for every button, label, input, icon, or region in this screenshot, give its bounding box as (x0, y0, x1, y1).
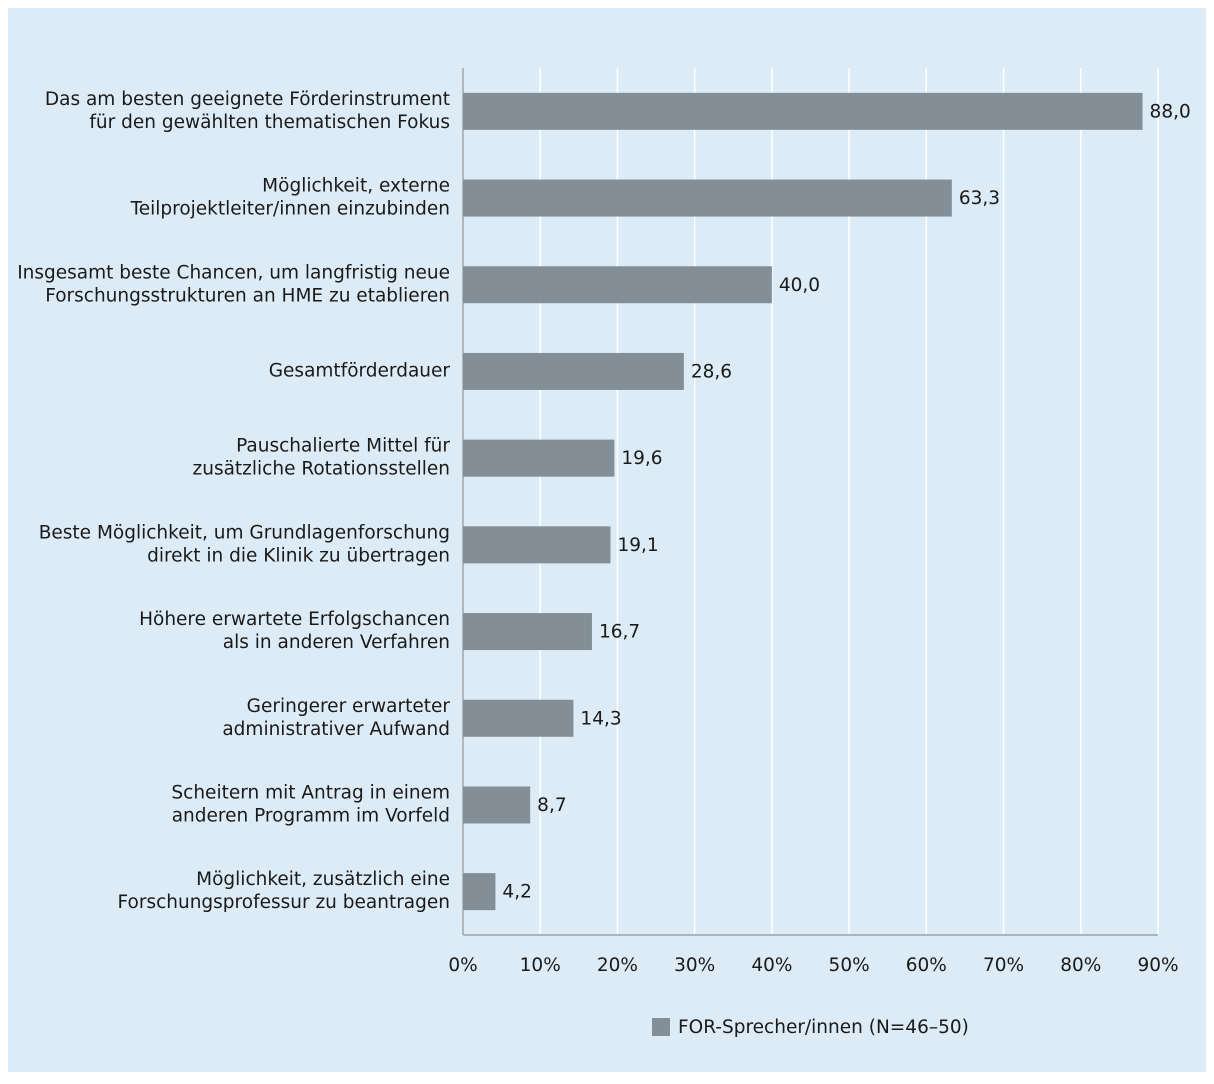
value-label: 19,6 (621, 448, 662, 469)
label-line: Möglichkeit, externe (262, 176, 450, 197)
y-tick-label: Gesamtförderdauer (269, 360, 451, 381)
bar (463, 786, 531, 824)
label-line: Scheitern mit Antrag in einem (171, 782, 450, 803)
y-tick-label: Möglichkeit, zusätzlich eine Forschungspr… (118, 869, 450, 913)
x-tick-label: 0% (448, 955, 477, 976)
x-tick-label: 30% (674, 955, 715, 976)
label-line: zusätzliche Rotationsstellen (193, 459, 450, 480)
value-label: 19,1 (617, 535, 658, 556)
label-line: administrativer Aufwand (222, 719, 450, 740)
label-line: Möglichkeit, zusätzlich eine (196, 869, 450, 890)
x-tick-label: 70% (983, 955, 1024, 976)
x-tick-label: 50% (829, 955, 870, 976)
bar (463, 613, 592, 651)
y-tick-label: Geringerer erwarteter administrativer Auf… (222, 696, 450, 740)
value-label: 28,6 (691, 361, 732, 382)
bar (463, 526, 611, 564)
label-line: anderen Programm im Vorfeld (172, 805, 450, 826)
label-line: direkt in die Klinik zu übertragen (147, 545, 450, 566)
y-tick-label: Insgesamt beste Chancen, um langfristig … (17, 262, 450, 306)
label-line: Insgesamt beste Chancen, um langfristig … (17, 262, 450, 283)
label-line: Teilprojektleiter/innen einzubinden (130, 199, 450, 220)
label-line: Höhere erwartete Erfolgschancen (139, 609, 450, 630)
value-label: 4,2 (502, 882, 531, 903)
bar (463, 352, 684, 390)
y-tick-label: Beste Möglichkeit, um Grundlagenforschun… (39, 522, 450, 566)
value-label: 14,3 (580, 708, 621, 729)
label-line: Forschungsstrukturen an HME zu etabliere… (45, 285, 450, 306)
bar (463, 873, 496, 911)
legend-label: FOR-Sprecher/innen (N=46–50) (678, 1017, 969, 1038)
label-line: als in anderen Verfahren (223, 632, 450, 653)
value-label: 40,0 (779, 275, 820, 296)
label-line: Gesamtförderdauer (269, 360, 451, 381)
bar (463, 179, 952, 217)
value-label: 63,3 (959, 188, 1000, 209)
value-label: 88,0 (1150, 101, 1191, 122)
x-tick-label: 10% (520, 955, 561, 976)
label-line: Das am besten geeignete Förderinstrument (45, 89, 450, 110)
y-tick-label: Das am besten geeignete Förderinstrument… (45, 89, 450, 133)
label-line: Pauschalierte Mittel für (236, 436, 450, 457)
bar (463, 266, 772, 304)
value-label: 8,7 (537, 795, 566, 816)
label-line: Beste Möglichkeit, um Grundlagenforschun… (39, 522, 450, 543)
y-tick-label: Pauschalierte Mittel für zusätzliche Rota… (193, 436, 451, 480)
x-tick-label: 20% (597, 955, 638, 976)
x-tick-label: 40% (751, 955, 792, 976)
legend-swatch (652, 1018, 670, 1036)
label-line: für den gewählten thematischen Fokus (89, 112, 450, 133)
bar (463, 439, 615, 477)
label-line: Geringerer erwarteter (247, 696, 451, 717)
bar (463, 92, 1143, 130)
y-tick-label: Scheitern mit Antrag in einem anderen Pro… (171, 782, 450, 826)
x-tick-label: 80% (1060, 955, 1101, 976)
x-tick-label: 60% (906, 955, 947, 976)
bar (463, 699, 574, 737)
y-tick-label: Höhere erwartete Erfolgschancen als in an… (139, 609, 450, 653)
x-tick-label: 90% (1137, 955, 1178, 976)
label-line: Forschungsprofessur zu beantragen (118, 892, 450, 913)
y-tick-label: Möglichkeit, externe Teilprojektleiter/in… (130, 176, 450, 220)
value-label: 16,7 (599, 622, 640, 643)
